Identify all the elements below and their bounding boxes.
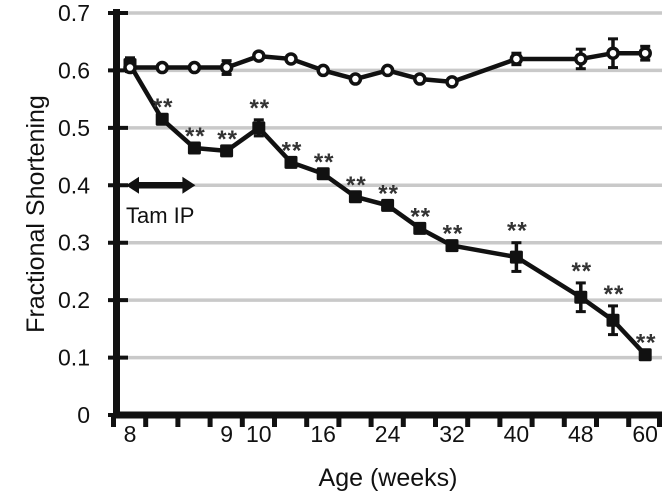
y-tick-label: 0 bbox=[77, 402, 90, 428]
significance-marker: ** bbox=[346, 172, 367, 199]
circle-marker bbox=[123, 60, 137, 75]
square-marker bbox=[574, 290, 588, 304]
axis-tick-labels: 0 0.1 0.2 0.3 0.4 0.5 0.6 0.7 8 9 10 16 24 32 40 48 60 bbox=[58, 0, 658, 447]
square-marker bbox=[220, 144, 234, 158]
square-marker bbox=[155, 112, 169, 126]
square-marker bbox=[348, 190, 362, 204]
circle-marker bbox=[574, 52, 588, 66]
x-tick-label: 48 bbox=[568, 421, 594, 447]
circle-marker bbox=[445, 75, 459, 89]
square-marker bbox=[284, 155, 298, 169]
circle-marker bbox=[187, 60, 202, 75]
circle-marker bbox=[638, 46, 652, 60]
significance-marker: ** bbox=[636, 330, 657, 357]
square-marker bbox=[606, 313, 620, 327]
data-series: ** ** ** ** ** ** ** ** ** ** ** ** ** ** bbox=[123, 37, 657, 362]
significance-marker: ** bbox=[185, 123, 206, 150]
significance-marker: ** bbox=[443, 221, 464, 248]
y-tick-label: 0.2 bbox=[58, 287, 90, 313]
y-tick-label: 0.4 bbox=[58, 172, 90, 198]
x-tick-label: 10 bbox=[246, 421, 272, 447]
x-tick-label: 40 bbox=[504, 421, 530, 447]
circle-marker bbox=[348, 72, 363, 86]
tam-ip-arrow-left-head bbox=[126, 176, 139, 194]
circle-marker bbox=[606, 46, 620, 60]
circle-marker bbox=[509, 52, 524, 66]
x-tick-label: 8 bbox=[124, 421, 137, 447]
significance-marker: ** bbox=[410, 203, 431, 230]
x-tick-label: 9 bbox=[220, 421, 233, 447]
square-marker bbox=[316, 167, 330, 181]
significance-marker: ** bbox=[507, 218, 528, 245]
x-tick-label: 60 bbox=[632, 421, 658, 447]
annotations bbox=[126, 176, 196, 194]
square-marker bbox=[509, 250, 523, 264]
y-tick-label: 0.6 bbox=[58, 57, 90, 83]
significance-marker: ** bbox=[153, 94, 174, 121]
significance-marker: ** bbox=[314, 149, 335, 176]
y-tick-label: 0.5 bbox=[58, 115, 90, 141]
y-tick-label: 0.7 bbox=[58, 0, 90, 26]
y-axis-title: Fractional Shortening bbox=[22, 95, 50, 333]
circle-marker bbox=[219, 60, 234, 75]
square-marker bbox=[381, 198, 395, 212]
significance-marker: ** bbox=[249, 95, 270, 122]
significance-marker: ** bbox=[571, 258, 592, 285]
tam-ip-arrow-right-head bbox=[182, 176, 196, 194]
square-marker bbox=[638, 348, 652, 362]
square-marker bbox=[413, 221, 427, 235]
tam-ip-label: Tam IP bbox=[126, 203, 194, 228]
square-marker bbox=[187, 141, 201, 155]
circle-marker bbox=[155, 60, 169, 75]
significance-marker: ** bbox=[604, 281, 625, 308]
square-marker bbox=[445, 239, 459, 253]
y-tick-label: 0.3 bbox=[58, 230, 90, 256]
y-tick-label: 0.1 bbox=[58, 345, 90, 371]
significance-marker: ** bbox=[217, 126, 238, 153]
significance-marker: ** bbox=[378, 180, 399, 207]
circle-marker bbox=[413, 72, 427, 86]
x-tick-label: 24 bbox=[375, 421, 401, 447]
square-marker bbox=[252, 121, 266, 135]
x-tick-label: 16 bbox=[310, 421, 336, 447]
x-tick-label: 32 bbox=[439, 421, 465, 447]
circle-marker bbox=[380, 63, 395, 78]
circle-marker bbox=[252, 49, 266, 63]
x-axis-title: Age (weeks) bbox=[319, 464, 458, 492]
circle-marker bbox=[284, 52, 298, 66]
significance-marker: ** bbox=[282, 137, 303, 164]
circle-marker bbox=[316, 63, 330, 78]
